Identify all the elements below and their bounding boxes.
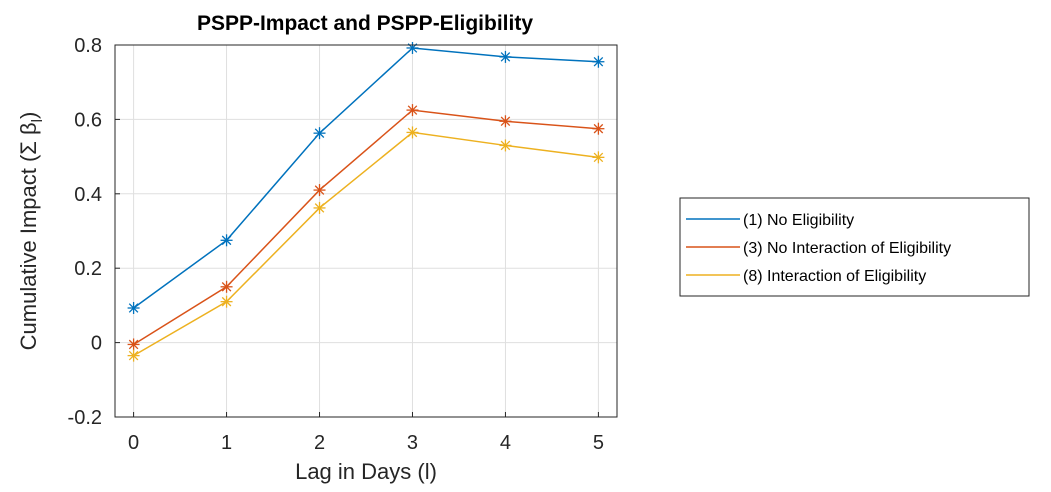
- y-axis-label-close: ): [16, 112, 41, 119]
- series-line: [133, 109, 599, 346]
- x-tick-label: 5: [593, 432, 604, 454]
- data-point-marker: [592, 55, 605, 68]
- plot-frame: [114, 44, 618, 418]
- y-tick-label: -0.2: [68, 407, 102, 429]
- x-axis-ticks: 0 1 2 3 4 5: [128, 412, 604, 454]
- x-tick-label: 4: [500, 432, 511, 454]
- data-point-marker: [313, 201, 326, 214]
- legend-item: (1) No Eligibility: [686, 212, 854, 229]
- x-axis-label: Lag in Days (l): [295, 459, 437, 484]
- chart-title: PSPP-Impact and PSPP-Eligibility: [197, 12, 533, 35]
- y-axis-label-main: Cumulative Impact (Σ β: [16, 122, 41, 350]
- data-point-marker: [406, 126, 419, 139]
- data-point-marker: [592, 122, 605, 135]
- y-tick-label: 0.4: [74, 184, 102, 206]
- series-line: [133, 47, 599, 309]
- y-tick-label: 0.6: [74, 109, 102, 131]
- data-point-marker: [406, 41, 419, 54]
- series-3: [127, 126, 605, 362]
- data-point-marker: [592, 151, 605, 164]
- legend-item: (3) No Interaction of Eligibility: [686, 240, 951, 257]
- data-point-marker: [220, 295, 233, 308]
- data-point-marker: [499, 115, 512, 128]
- data-point-marker: [499, 139, 512, 152]
- legend-item: (8) Interaction of Eligibility: [686, 268, 926, 285]
- y-axis-label-subscript: l: [29, 119, 46, 122]
- legend-label: (3) No Interaction of Eligibility: [743, 240, 951, 257]
- x-tick-label: 3: [407, 432, 418, 454]
- legend: (1) No Eligibility (3) No Interaction of …: [679, 197, 1030, 297]
- series-2: [127, 104, 605, 351]
- x-tick-label: 1: [221, 432, 232, 454]
- data-point-marker: [220, 280, 233, 293]
- y-tick-label: 0.8: [74, 35, 102, 57]
- plot-background: [115, 45, 617, 417]
- y-tick-label: 0.2: [74, 258, 102, 280]
- data-point-marker: [313, 127, 326, 140]
- x-tick-label: 2: [314, 432, 325, 454]
- y-axis-ticks: -0.2 0 0.2 0.4 0.6 0.8: [68, 35, 120, 429]
- data-point-marker: [313, 184, 326, 197]
- data-point-marker: [127, 338, 140, 351]
- x-tick-label: 0: [128, 432, 139, 454]
- data-point-marker: [220, 234, 233, 247]
- data-point-marker: [499, 50, 512, 63]
- series-line: [133, 131, 599, 357]
- legend-label: (8) Interaction of Eligibility: [743, 268, 926, 285]
- plot-area: [114, 41, 618, 418]
- legend-label: (1) No Eligibility: [743, 212, 854, 229]
- data-point-marker: [127, 349, 140, 362]
- series-group: [127, 41, 605, 362]
- y-tick-label: 0: [91, 333, 102, 355]
- data-point-marker: [127, 302, 140, 315]
- y-axis-label: Cumulative Impact (Σ βl): [16, 112, 46, 351]
- data-point-marker: [406, 104, 419, 117]
